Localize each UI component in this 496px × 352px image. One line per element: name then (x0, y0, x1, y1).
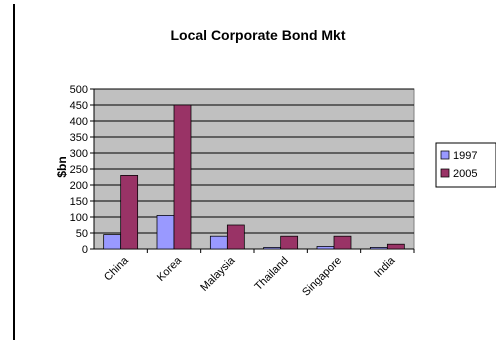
x-tick-label: Thailand (252, 255, 290, 293)
bar-1997-malaysia (209, 235, 228, 250)
legend-label-1997: 1997 (453, 150, 477, 162)
y-tick-label: 150 (70, 196, 88, 208)
y-tick-label: 350 (70, 132, 88, 144)
legend-label-2005: 2005 (453, 168, 477, 180)
y-tick-label: 450 (70, 100, 88, 112)
x-tick-label: Singapore (300, 255, 344, 299)
y-tick-label: 250 (70, 164, 88, 176)
y-tick-label: 400 (70, 116, 88, 128)
legend-box (435, 142, 496, 188)
y-tick-label: 50 (76, 228, 88, 240)
x-tick-label: Malaysia (198, 254, 238, 294)
y-tick-label: 100 (70, 212, 88, 224)
legend-swatch-2005 (440, 168, 450, 178)
bar-2005-india (386, 243, 405, 250)
bar-1997-korea (156, 215, 175, 250)
legend-swatch-1997 (440, 150, 450, 160)
chart-title: Local Corporate Bond Mkt (170, 27, 345, 43)
bar-2005-singapore (333, 235, 352, 250)
y-tick-label: 200 (70, 180, 88, 192)
bar-2005-korea (173, 104, 192, 250)
x-tick-label: Korea (155, 254, 185, 284)
y-tick-label: 0 (82, 244, 88, 256)
bar-2005-thailand (280, 235, 299, 250)
bar-1997-india (369, 247, 388, 250)
bar-1997-china (103, 234, 122, 250)
y-axis-label: $bn (55, 156, 69, 177)
x-tick-label: India (372, 254, 398, 280)
legend: 1997 2005 (435, 142, 496, 188)
y-tick-label: 500 (70, 84, 88, 96)
x-tick-label: China (102, 254, 131, 283)
bar-1997-thailand (263, 247, 282, 250)
plot-area: 0 50 100 150 200 250 300 350 400 450 500 China Korea… (70, 84, 415, 299)
bar-1997-singapore (316, 246, 335, 250)
y-tick-label: 300 (70, 148, 88, 160)
bar-2005-malaysia (226, 224, 245, 250)
bar-2005-china (120, 175, 139, 250)
